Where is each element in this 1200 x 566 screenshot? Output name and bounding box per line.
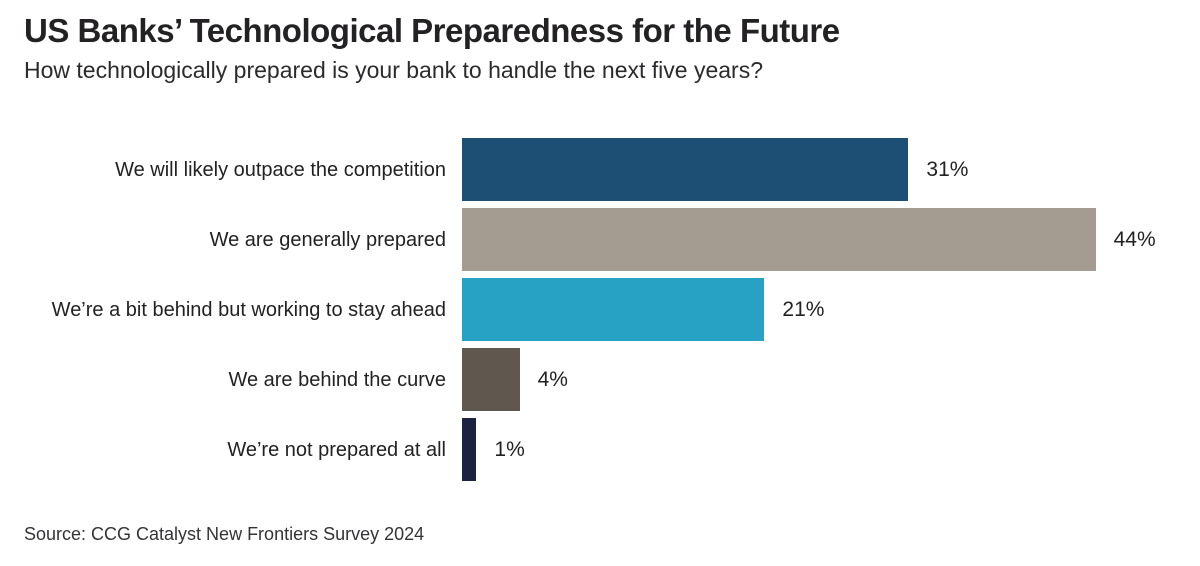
bar-track: 4% bbox=[462, 348, 1200, 411]
chart-header: US Banks’ Technological Preparedness for… bbox=[24, 12, 1176, 84]
bar-row: We’re a bit behind but working to stay a… bbox=[0, 278, 1200, 341]
bar-category-label: We’re not prepared at all bbox=[227, 438, 446, 461]
bar-row: We are behind the curve 4% bbox=[0, 348, 1200, 411]
bar-track: 1% bbox=[462, 418, 1200, 481]
chart-title: US Banks’ Technological Preparedness for… bbox=[24, 12, 840, 49]
bar-chart: We will likely outpace the competition 31… bbox=[0, 138, 1200, 488]
bar-track: 31% bbox=[462, 138, 1200, 201]
bar-category-label: We will likely outpace the competition bbox=[115, 158, 446, 181]
bar-track: 21% bbox=[462, 278, 1200, 341]
bar-row: We will likely outpace the competition 31… bbox=[0, 138, 1200, 201]
bar-row: We are generally prepared 44% bbox=[0, 208, 1200, 271]
bar-category-label: We are generally prepared bbox=[209, 228, 446, 251]
bar bbox=[462, 208, 1096, 271]
bar bbox=[462, 418, 477, 481]
bar-track: 44% bbox=[462, 208, 1200, 271]
bar-value-label: 44% bbox=[1113, 227, 1156, 251]
source-note: Source: CCG Catalyst New Frontiers Surve… bbox=[24, 524, 425, 544]
chart-subtitle: How technologically prepared is your ban… bbox=[24, 56, 763, 83]
bar-value-label: 21% bbox=[782, 297, 825, 321]
bar-value-label: 4% bbox=[537, 367, 568, 391]
bar-value-label: 31% bbox=[926, 157, 969, 181]
bar-row: We’re not prepared at all 1% bbox=[0, 418, 1200, 481]
bar-value-label: 1% bbox=[494, 437, 525, 461]
bar bbox=[462, 138, 909, 201]
bar bbox=[462, 348, 520, 411]
bar bbox=[462, 278, 765, 341]
bar-category-label: We’re a bit behind but working to stay a… bbox=[51, 298, 446, 321]
bar-category-label: We are behind the curve bbox=[228, 368, 446, 391]
